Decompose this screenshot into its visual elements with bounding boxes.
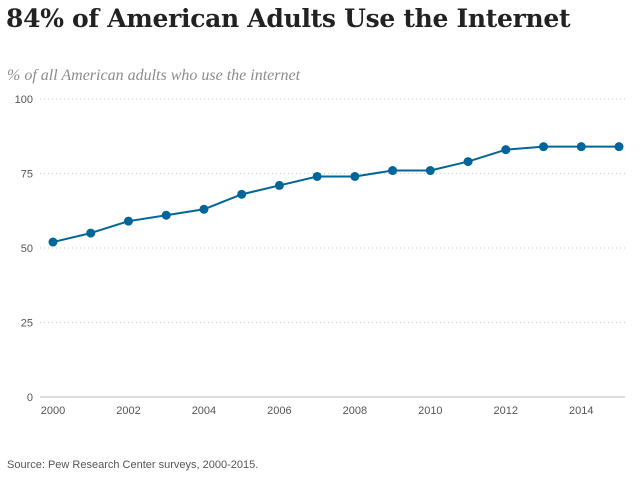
data-point-2006 [274, 180, 284, 190]
data-point-2008 [350, 171, 360, 181]
y-tick-label: 25 [21, 318, 33, 330]
x-tick: 2008 [343, 405, 367, 417]
chart-title: 84% of American Adults Use the Internet [6, 4, 571, 33]
x-tick-label: 2002 [116, 405, 140, 417]
x-tick: 2006 [267, 405, 291, 417]
series-line [52, 145, 619, 244]
x-tick: 2002 [116, 405, 140, 417]
data-point-2010 [425, 166, 435, 176]
data-point-2014 [576, 142, 586, 152]
x-tick-label: 2010 [418, 405, 442, 417]
y-tick-label: 75 [21, 169, 33, 181]
x-tick-label: 2004 [192, 405, 216, 417]
data-point-2001 [86, 228, 96, 238]
data-point-2003 [161, 210, 171, 220]
data-point-2013 [539, 142, 549, 152]
data-point-2012 [501, 145, 511, 155]
data-point-2004 [199, 204, 209, 214]
x-tick: 2012 [494, 405, 518, 417]
x-tick-label: 2006 [267, 405, 291, 417]
y-tick: 75 [21, 169, 33, 181]
y-tick: 100 [15, 94, 33, 106]
data-point-2005 [237, 189, 247, 199]
x-tick: 2000 [41, 405, 65, 417]
x-tick: 2004 [192, 405, 216, 417]
data-point-2000 [48, 237, 58, 247]
x-tick-label: 2000 [41, 405, 65, 417]
data-point-2011 [463, 157, 473, 167]
y-tick-label: 0 [27, 392, 33, 404]
y-tick: 25 [21, 318, 33, 330]
x-tick-label: 2008 [343, 405, 367, 417]
axes: 0 25 50 75 100 2000 2002 2004 2006 2008 2010 2012 20… [15, 94, 625, 417]
data-point-2002 [123, 216, 133, 226]
x-tick-label: 2014 [569, 405, 593, 417]
x-tick: 2010 [418, 405, 442, 417]
x-tick-label: 2012 [494, 405, 518, 417]
chart-subtitle: % of all American adults who use the int… [7, 67, 301, 84]
y-tick-label: 50 [21, 243, 33, 255]
y-tick-label: 100 [15, 94, 33, 106]
data-point-2007 [312, 171, 322, 181]
x-tick: 2014 [569, 405, 593, 417]
data-point-2009 [388, 166, 398, 176]
y-tick: 0 [27, 392, 33, 404]
series [48, 142, 624, 247]
y-tick: 50 [21, 243, 33, 255]
grid-lines [40, 98, 625, 323]
source-note: Source: Pew Research Center surveys, 200… [7, 459, 259, 471]
data-point-2015 [614, 142, 624, 152]
